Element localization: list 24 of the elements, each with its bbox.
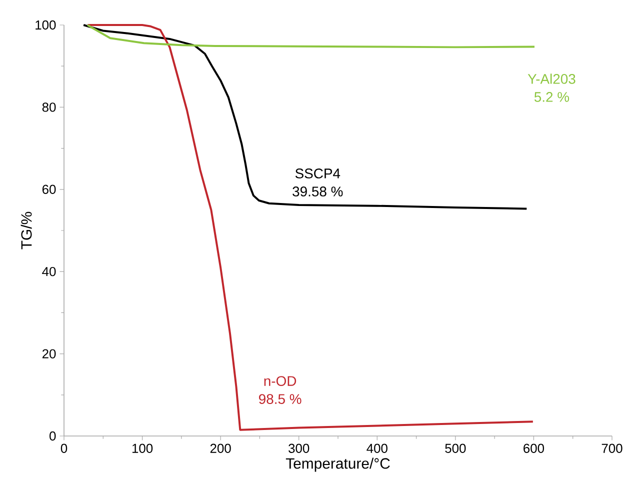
line-series bbox=[86, 24, 536, 48]
x-tick-label: 700 bbox=[602, 444, 622, 453]
y-tick-label: 0 bbox=[50, 431, 56, 441]
series-label: Y-Al203 bbox=[528, 74, 576, 84]
x-tick-label: 500 bbox=[445, 444, 466, 453]
x-tick-label: 300 bbox=[288, 444, 310, 453]
annotation: 5.2 % bbox=[534, 92, 570, 102]
x-tick-label: 200 bbox=[210, 444, 231, 453]
y-tick-label: 20 bbox=[42, 349, 56, 358]
x-tick-label: 600 bbox=[524, 444, 544, 453]
x-axis-title: Temperature/°C bbox=[286, 458, 390, 472]
x-tick-label: 0 bbox=[60, 444, 68, 453]
y-tick-label: 40 bbox=[42, 267, 56, 276]
series-label: SSCP4 bbox=[295, 168, 340, 178]
x-tick-label: 400 bbox=[366, 444, 388, 453]
text: n-OD bbox=[264, 376, 296, 386]
y-tick-label: 80 bbox=[42, 102, 56, 112]
y-axis-title: TG/% bbox=[20, 212, 32, 250]
line-series bbox=[82, 24, 528, 210]
x-tick-label: 100 bbox=[132, 444, 153, 453]
annotation: 39.58 % bbox=[292, 186, 343, 196]
y-tick-label: 60 bbox=[42, 184, 56, 194]
annotation: 98.5 % bbox=[259, 394, 302, 404]
y-tick-label: 100 bbox=[36, 20, 56, 30]
